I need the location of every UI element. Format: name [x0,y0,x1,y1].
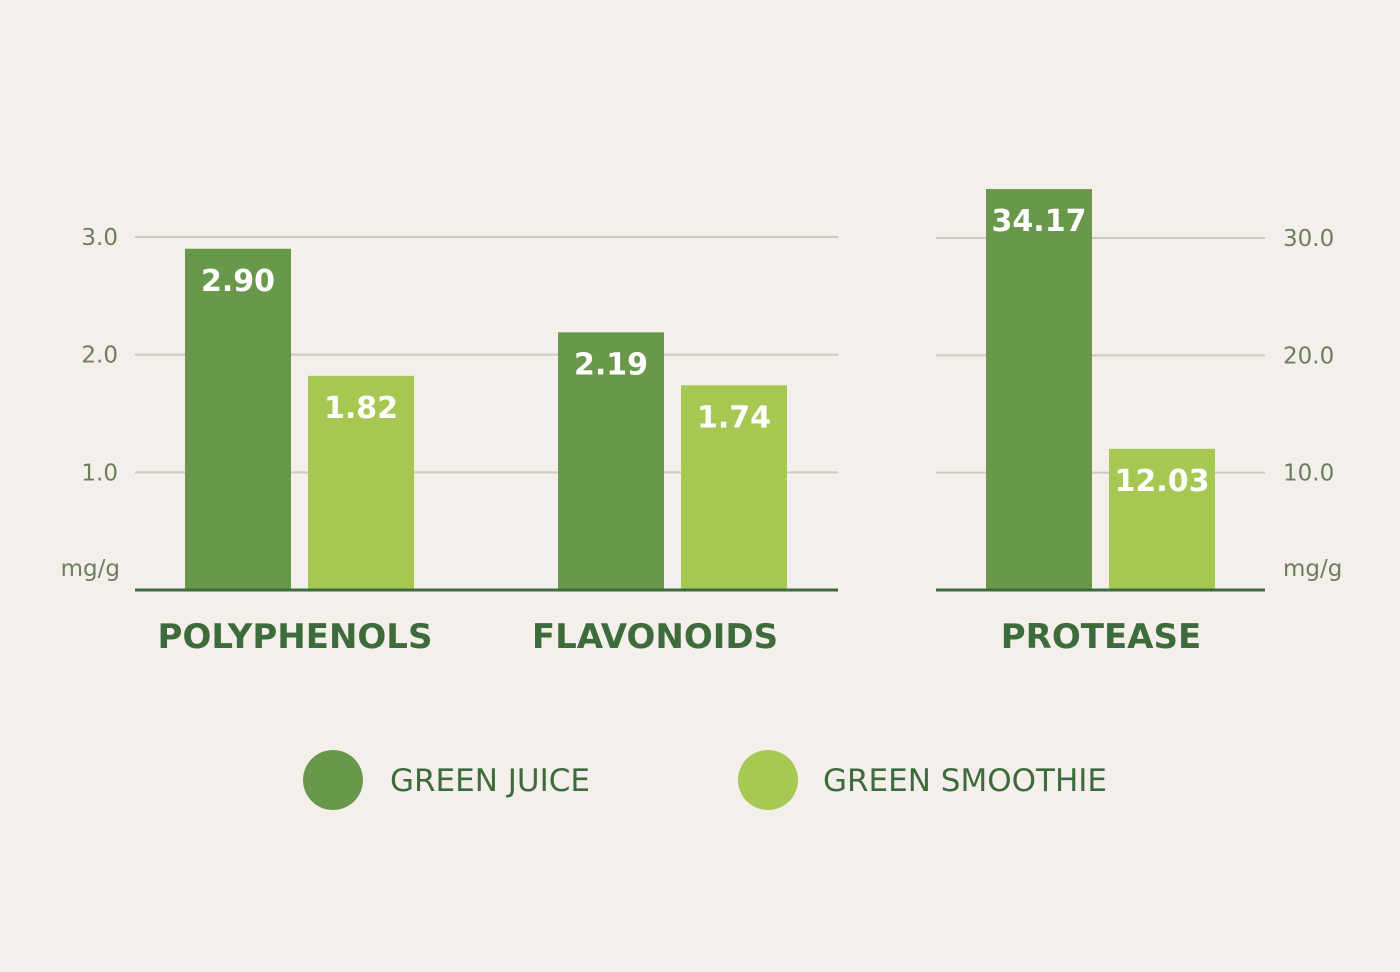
bar-value-label: 12.03 [1115,464,1210,499]
legend: GREEN JUICE GREEN SMOOTHIE [303,750,1107,810]
chart-panel-left: 1.0 2.0 3.0 mg/g 2.90 1.82 POLYPHENOLS 2.19 1.74… [61,225,838,657]
bar-green-smoothie [681,385,787,590]
category-label: PROTEASE [1001,617,1201,657]
legend-label: GREEN SMOOTHIE [823,763,1107,799]
legend-swatch-green-smoothie [738,750,798,810]
legend-label: GREEN JUICE [390,763,590,799]
y-tick-label: 2.0 [81,343,118,369]
bar-green-juice [185,248,291,590]
y-tick-label: 20.0 [1283,343,1334,369]
bar-value-label: 1.82 [324,391,398,426]
category-label: FLAVONOIDS [532,617,778,657]
y-tick-label: 10.0 [1283,461,1334,487]
legend-swatch-green-juice [303,750,363,810]
y-axis-unit-label: mg/g [1283,556,1342,582]
bar-value-label: 2.90 [201,264,275,299]
bar-green-smoothie [1109,448,1215,590]
bar-green-juice [986,189,1092,590]
bar-value-label: 1.74 [697,400,771,435]
y-tick-label: 30.0 [1283,226,1334,252]
y-tick-label: 1.0 [81,460,118,486]
y-axis-unit-label: mg/g [61,556,120,582]
category-label: POLYPHENOLS [158,617,433,657]
y-tick-label: 3.0 [81,225,118,251]
chart-panel-right: 10.0 20.0 30.0 mg/g 34.17 12.03 PROTEASE [936,189,1342,657]
bar-value-label: 2.19 [574,347,648,382]
bar-green-juice [558,332,664,590]
bar-value-label: 34.17 [992,204,1087,239]
bar-green-smoothie [308,375,414,590]
